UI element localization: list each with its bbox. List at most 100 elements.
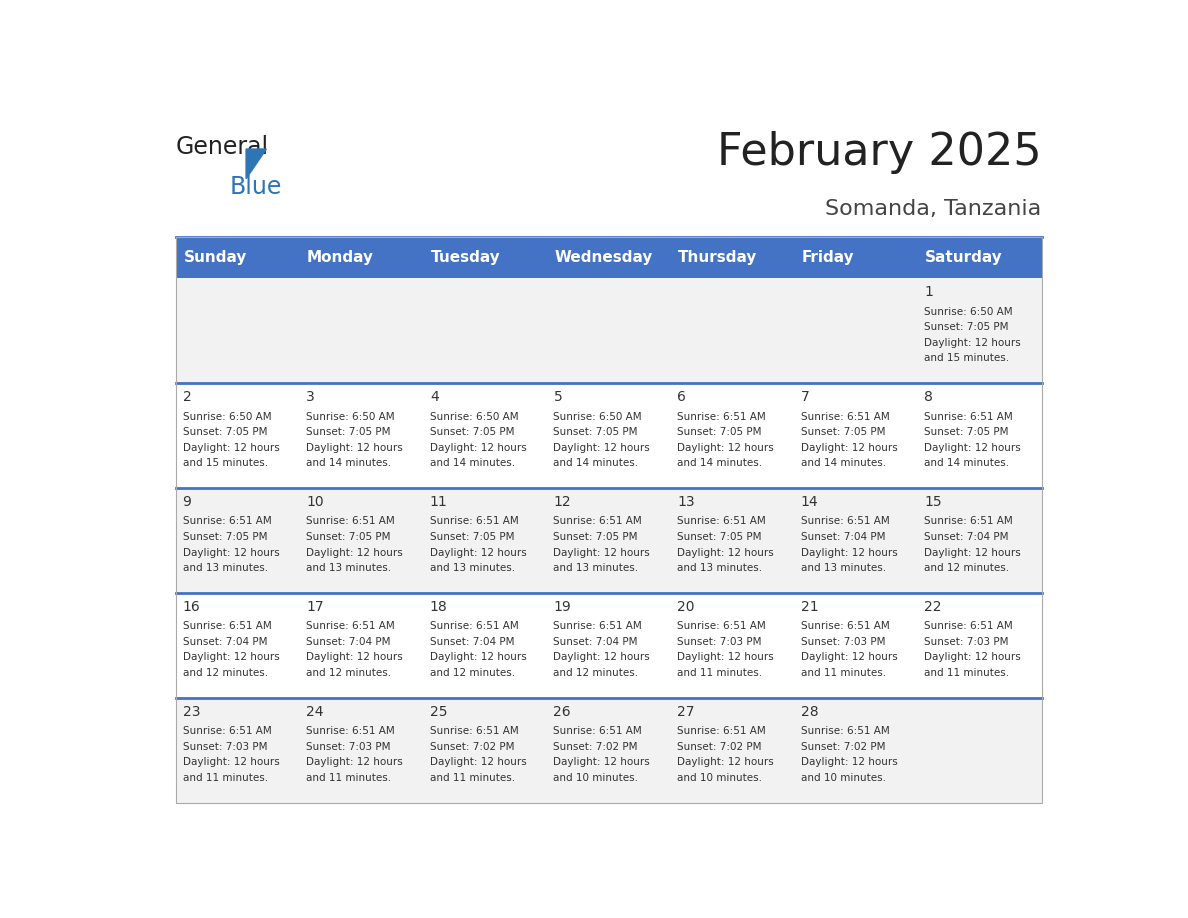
Bar	[795, 698, 918, 803]
Text: Sunset: 7:05 PM: Sunset: 7:05 PM	[677, 532, 762, 542]
Text: Wednesday: Wednesday	[555, 251, 652, 265]
Text: and 11 minutes.: and 11 minutes.	[307, 773, 391, 783]
Bar	[176, 238, 1042, 278]
Text: Sunset: 7:03 PM: Sunset: 7:03 PM	[924, 637, 1009, 647]
Text: Sunset: 7:04 PM: Sunset: 7:04 PM	[183, 637, 267, 647]
Text: Saturday: Saturday	[925, 251, 1003, 265]
Text: Sunrise: 6:51 AM: Sunrise: 6:51 AM	[801, 726, 890, 736]
Text: Somanda, Tanzania: Somanda, Tanzania	[826, 198, 1042, 218]
Text: 8: 8	[924, 390, 934, 404]
Text: Sunrise: 6:51 AM: Sunrise: 6:51 AM	[183, 517, 271, 526]
Text: Sunset: 7:02 PM: Sunset: 7:02 PM	[677, 742, 762, 752]
Text: and 14 minutes.: and 14 minutes.	[307, 458, 391, 468]
Text: Sunset: 7:05 PM: Sunset: 7:05 PM	[183, 532, 267, 542]
Text: Sunset: 7:05 PM: Sunset: 7:05 PM	[677, 427, 762, 437]
Bar	[176, 593, 299, 698]
Bar	[176, 278, 299, 384]
Text: 20: 20	[677, 600, 695, 614]
Text: Daylight: 12 hours: Daylight: 12 hours	[430, 653, 526, 663]
Text: Daylight: 12 hours: Daylight: 12 hours	[677, 547, 773, 557]
Bar	[423, 278, 546, 384]
Text: Sunrise: 6:51 AM: Sunrise: 6:51 AM	[801, 517, 890, 526]
Text: Daylight: 12 hours: Daylight: 12 hours	[801, 547, 897, 557]
Bar	[918, 593, 1042, 698]
Text: Sunrise: 6:50 AM: Sunrise: 6:50 AM	[554, 411, 642, 421]
Text: Sunrise: 6:51 AM: Sunrise: 6:51 AM	[801, 411, 890, 421]
Text: Sunrise: 6:51 AM: Sunrise: 6:51 AM	[183, 621, 271, 632]
Text: 6: 6	[677, 390, 685, 404]
Text: Sunrise: 6:51 AM: Sunrise: 6:51 AM	[554, 517, 643, 526]
Bar	[546, 384, 671, 488]
Bar	[546, 593, 671, 698]
Text: 9: 9	[183, 495, 191, 509]
Text: Daylight: 12 hours: Daylight: 12 hours	[183, 757, 279, 767]
Text: and 13 minutes.: and 13 minutes.	[801, 563, 886, 573]
Text: Sunrise: 6:51 AM: Sunrise: 6:51 AM	[430, 726, 519, 736]
Text: Sunrise: 6:51 AM: Sunrise: 6:51 AM	[924, 517, 1013, 526]
Bar	[671, 488, 795, 593]
Text: 26: 26	[554, 705, 571, 719]
Text: 1: 1	[924, 285, 934, 299]
Text: Sunset: 7:05 PM: Sunset: 7:05 PM	[307, 532, 391, 542]
Text: and 11 minutes.: and 11 minutes.	[801, 668, 886, 678]
Text: Daylight: 12 hours: Daylight: 12 hours	[554, 442, 650, 453]
Text: Sunset: 7:03 PM: Sunset: 7:03 PM	[801, 637, 885, 647]
Text: Sunrise: 6:51 AM: Sunrise: 6:51 AM	[924, 411, 1013, 421]
Text: and 15 minutes.: and 15 minutes.	[183, 458, 267, 468]
Bar	[546, 698, 671, 803]
Text: Sunrise: 6:51 AM: Sunrise: 6:51 AM	[677, 621, 766, 632]
Text: 2: 2	[183, 390, 191, 404]
Bar	[795, 593, 918, 698]
Bar	[299, 488, 423, 593]
Text: Friday: Friday	[802, 251, 854, 265]
Text: and 12 minutes.: and 12 minutes.	[307, 668, 391, 678]
Text: Daylight: 12 hours: Daylight: 12 hours	[801, 653, 897, 663]
Text: Sunrise: 6:51 AM: Sunrise: 6:51 AM	[307, 621, 394, 632]
Text: Sunset: 7:03 PM: Sunset: 7:03 PM	[677, 637, 762, 647]
Bar	[795, 384, 918, 488]
Bar	[671, 593, 795, 698]
Text: Sunset: 7:05 PM: Sunset: 7:05 PM	[430, 532, 514, 542]
Text: and 12 minutes.: and 12 minutes.	[924, 563, 1010, 573]
Bar	[671, 698, 795, 803]
Bar	[423, 384, 546, 488]
Text: Blue: Blue	[229, 175, 282, 199]
Text: Sunrise: 6:50 AM: Sunrise: 6:50 AM	[307, 411, 394, 421]
Text: Sunset: 7:05 PM: Sunset: 7:05 PM	[307, 427, 391, 437]
Text: Sunrise: 6:50 AM: Sunrise: 6:50 AM	[430, 411, 518, 421]
Bar	[176, 488, 299, 593]
Bar	[423, 488, 546, 593]
Polygon shape	[246, 149, 266, 179]
Text: and 11 minutes.: and 11 minutes.	[924, 668, 1010, 678]
Text: Daylight: 12 hours: Daylight: 12 hours	[430, 547, 526, 557]
Text: Sunset: 7:05 PM: Sunset: 7:05 PM	[554, 427, 638, 437]
Text: Sunrise: 6:50 AM: Sunrise: 6:50 AM	[924, 307, 1013, 317]
Bar	[918, 278, 1042, 384]
Text: 25: 25	[430, 705, 448, 719]
Text: 17: 17	[307, 600, 324, 614]
Text: Sunday: Sunday	[183, 251, 247, 265]
Text: Daylight: 12 hours: Daylight: 12 hours	[307, 442, 403, 453]
Bar	[795, 278, 918, 384]
Text: Daylight: 12 hours: Daylight: 12 hours	[924, 442, 1022, 453]
Text: and 13 minutes.: and 13 minutes.	[430, 563, 514, 573]
Text: Daylight: 12 hours: Daylight: 12 hours	[924, 547, 1022, 557]
Text: Sunrise: 6:51 AM: Sunrise: 6:51 AM	[677, 517, 766, 526]
Bar	[546, 488, 671, 593]
Text: 18: 18	[430, 600, 448, 614]
Text: Daylight: 12 hours: Daylight: 12 hours	[430, 442, 526, 453]
Text: 19: 19	[554, 600, 571, 614]
Text: Daylight: 12 hours: Daylight: 12 hours	[924, 653, 1022, 663]
Text: Sunset: 7:02 PM: Sunset: 7:02 PM	[801, 742, 885, 752]
Bar	[918, 698, 1042, 803]
Text: Sunrise: 6:51 AM: Sunrise: 6:51 AM	[677, 726, 766, 736]
Text: General: General	[176, 135, 270, 159]
Text: 14: 14	[801, 495, 819, 509]
Text: Sunrise: 6:51 AM: Sunrise: 6:51 AM	[307, 517, 394, 526]
Text: Thursday: Thursday	[678, 251, 758, 265]
Bar	[299, 278, 423, 384]
Bar	[671, 384, 795, 488]
Text: February 2025: February 2025	[716, 131, 1042, 174]
Text: Sunset: 7:05 PM: Sunset: 7:05 PM	[801, 427, 885, 437]
Text: and 14 minutes.: and 14 minutes.	[554, 458, 639, 468]
